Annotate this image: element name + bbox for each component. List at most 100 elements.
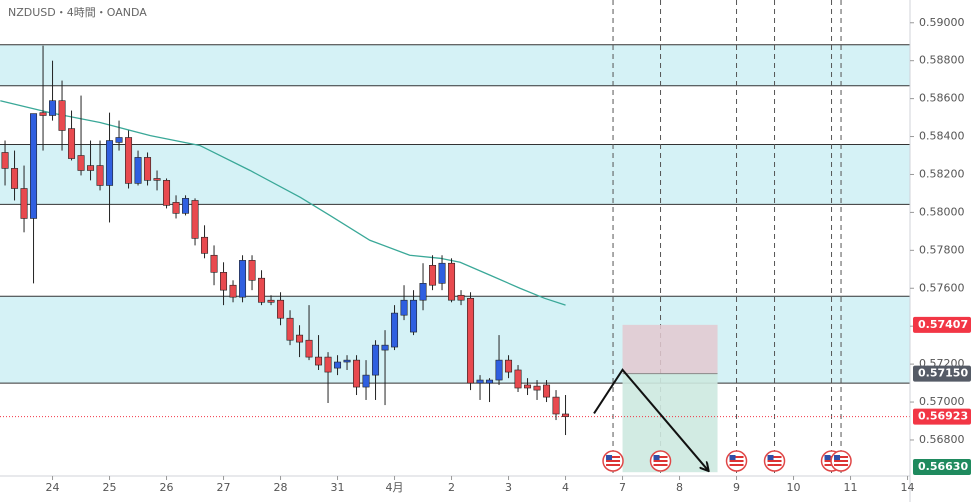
x-tick-label: 10 bbox=[787, 481, 801, 494]
y-tick-label: 0.59000 bbox=[919, 16, 965, 29]
candle-body bbox=[324, 356, 332, 373]
flag-stripe bbox=[767, 460, 782, 462]
candle-body bbox=[267, 299, 275, 303]
candle-body bbox=[296, 334, 304, 343]
flag-stripe bbox=[653, 464, 668, 466]
candle-body bbox=[391, 312, 399, 348]
chart-title: NZDUSD・4時間・OANDA bbox=[8, 6, 147, 19]
candle-body bbox=[153, 178, 161, 181]
candle-body bbox=[39, 112, 47, 116]
event-flag bbox=[830, 450, 852, 472]
candle-body bbox=[239, 260, 247, 298]
candle-body bbox=[486, 379, 494, 384]
price-tag bbox=[913, 365, 971, 382]
candle-body bbox=[533, 385, 541, 391]
candle-body bbox=[1, 152, 9, 169]
zone bbox=[0, 44, 910, 86]
candle-body bbox=[144, 157, 152, 181]
candle-body bbox=[201, 236, 209, 254]
x-tick-label: 24 bbox=[46, 481, 60, 494]
candle-body bbox=[552, 396, 560, 415]
flag-stripe bbox=[834, 460, 849, 462]
flag-stripe bbox=[834, 456, 849, 458]
candle-body bbox=[524, 384, 532, 389]
flag-canton bbox=[606, 455, 613, 460]
price-tag bbox=[913, 408, 971, 425]
y-tick-label: 0.57800 bbox=[919, 243, 965, 256]
price-tag bbox=[913, 459, 971, 475]
candle-body bbox=[49, 100, 57, 116]
stop-zone bbox=[622, 324, 718, 374]
zone bbox=[0, 296, 910, 384]
candle-body bbox=[20, 188, 28, 219]
flag-stripe bbox=[767, 456, 782, 458]
candle-body bbox=[362, 374, 370, 388]
candle-body bbox=[305, 339, 313, 358]
x-tick-label: 3 bbox=[505, 481, 512, 494]
y-tick-label: 0.57600 bbox=[919, 281, 965, 294]
y-tick-label: 0.58200 bbox=[919, 167, 965, 180]
candle-body bbox=[429, 265, 437, 286]
y-tick-label: 0.58800 bbox=[919, 54, 965, 67]
x-tick-label: 4月 bbox=[386, 481, 404, 494]
event-flag bbox=[763, 450, 786, 472]
candle-body bbox=[220, 272, 228, 291]
candle-body bbox=[562, 413, 570, 417]
candle-body bbox=[543, 384, 551, 398]
x-tick-label: 28 bbox=[274, 481, 288, 494]
candle-body bbox=[467, 298, 475, 384]
price-tag-label: 0.56630 bbox=[918, 460, 968, 473]
candle-body bbox=[125, 137, 133, 184]
candle-body bbox=[191, 200, 199, 239]
x-tick-label: 4 bbox=[562, 481, 569, 494]
price-tag-label: 0.57407 bbox=[918, 318, 968, 331]
y-tick-label: 0.58400 bbox=[919, 130, 965, 143]
flag-stripe bbox=[606, 460, 621, 462]
price-tag-label: 0.56923 bbox=[918, 410, 968, 423]
candle-body bbox=[277, 299, 285, 319]
projection bbox=[593, 368, 708, 471]
flag-canton bbox=[834, 455, 841, 460]
candle-body bbox=[448, 262, 456, 301]
candle-body bbox=[334, 361, 342, 369]
candle-body bbox=[87, 165, 95, 171]
time-axis bbox=[0, 476, 910, 502]
candle-body bbox=[419, 283, 427, 301]
candle-body bbox=[58, 100, 66, 131]
y-tick-label: 0.57000 bbox=[919, 395, 965, 408]
candle-body bbox=[96, 165, 104, 186]
candle-body bbox=[229, 284, 237, 298]
event-flag bbox=[649, 450, 672, 472]
x-tick-label: 27 bbox=[217, 481, 231, 494]
candle-body bbox=[476, 379, 484, 384]
target-zone bbox=[622, 373, 718, 473]
candle-body bbox=[457, 294, 465, 301]
candle-body bbox=[30, 113, 38, 219]
price-tag bbox=[913, 316, 971, 333]
candle-body bbox=[353, 359, 361, 388]
flag-stripe bbox=[653, 456, 668, 458]
flag-stripe bbox=[653, 460, 668, 462]
event-flag bbox=[725, 450, 748, 472]
flag-stripe bbox=[767, 464, 782, 466]
candle-body bbox=[343, 359, 351, 363]
candle-body bbox=[400, 299, 408, 316]
candle-body bbox=[381, 344, 389, 351]
flag-stripe bbox=[606, 464, 621, 466]
flag-stripe bbox=[729, 460, 744, 462]
x-tick-label: 11 bbox=[844, 481, 858, 494]
x-tick-label: 14 bbox=[901, 481, 915, 494]
x-tick-label: 25 bbox=[103, 481, 117, 494]
flag-stripe bbox=[606, 456, 621, 458]
candle-body bbox=[248, 260, 256, 281]
candle-body bbox=[68, 128, 76, 159]
flag-stripe bbox=[729, 464, 744, 466]
candle-body bbox=[514, 369, 522, 389]
price-tag-label: 0.57150 bbox=[918, 367, 968, 380]
candle-body bbox=[286, 317, 294, 341]
candle-body bbox=[315, 356, 323, 366]
candle-body bbox=[106, 140, 114, 186]
candle-body bbox=[210, 254, 218, 273]
